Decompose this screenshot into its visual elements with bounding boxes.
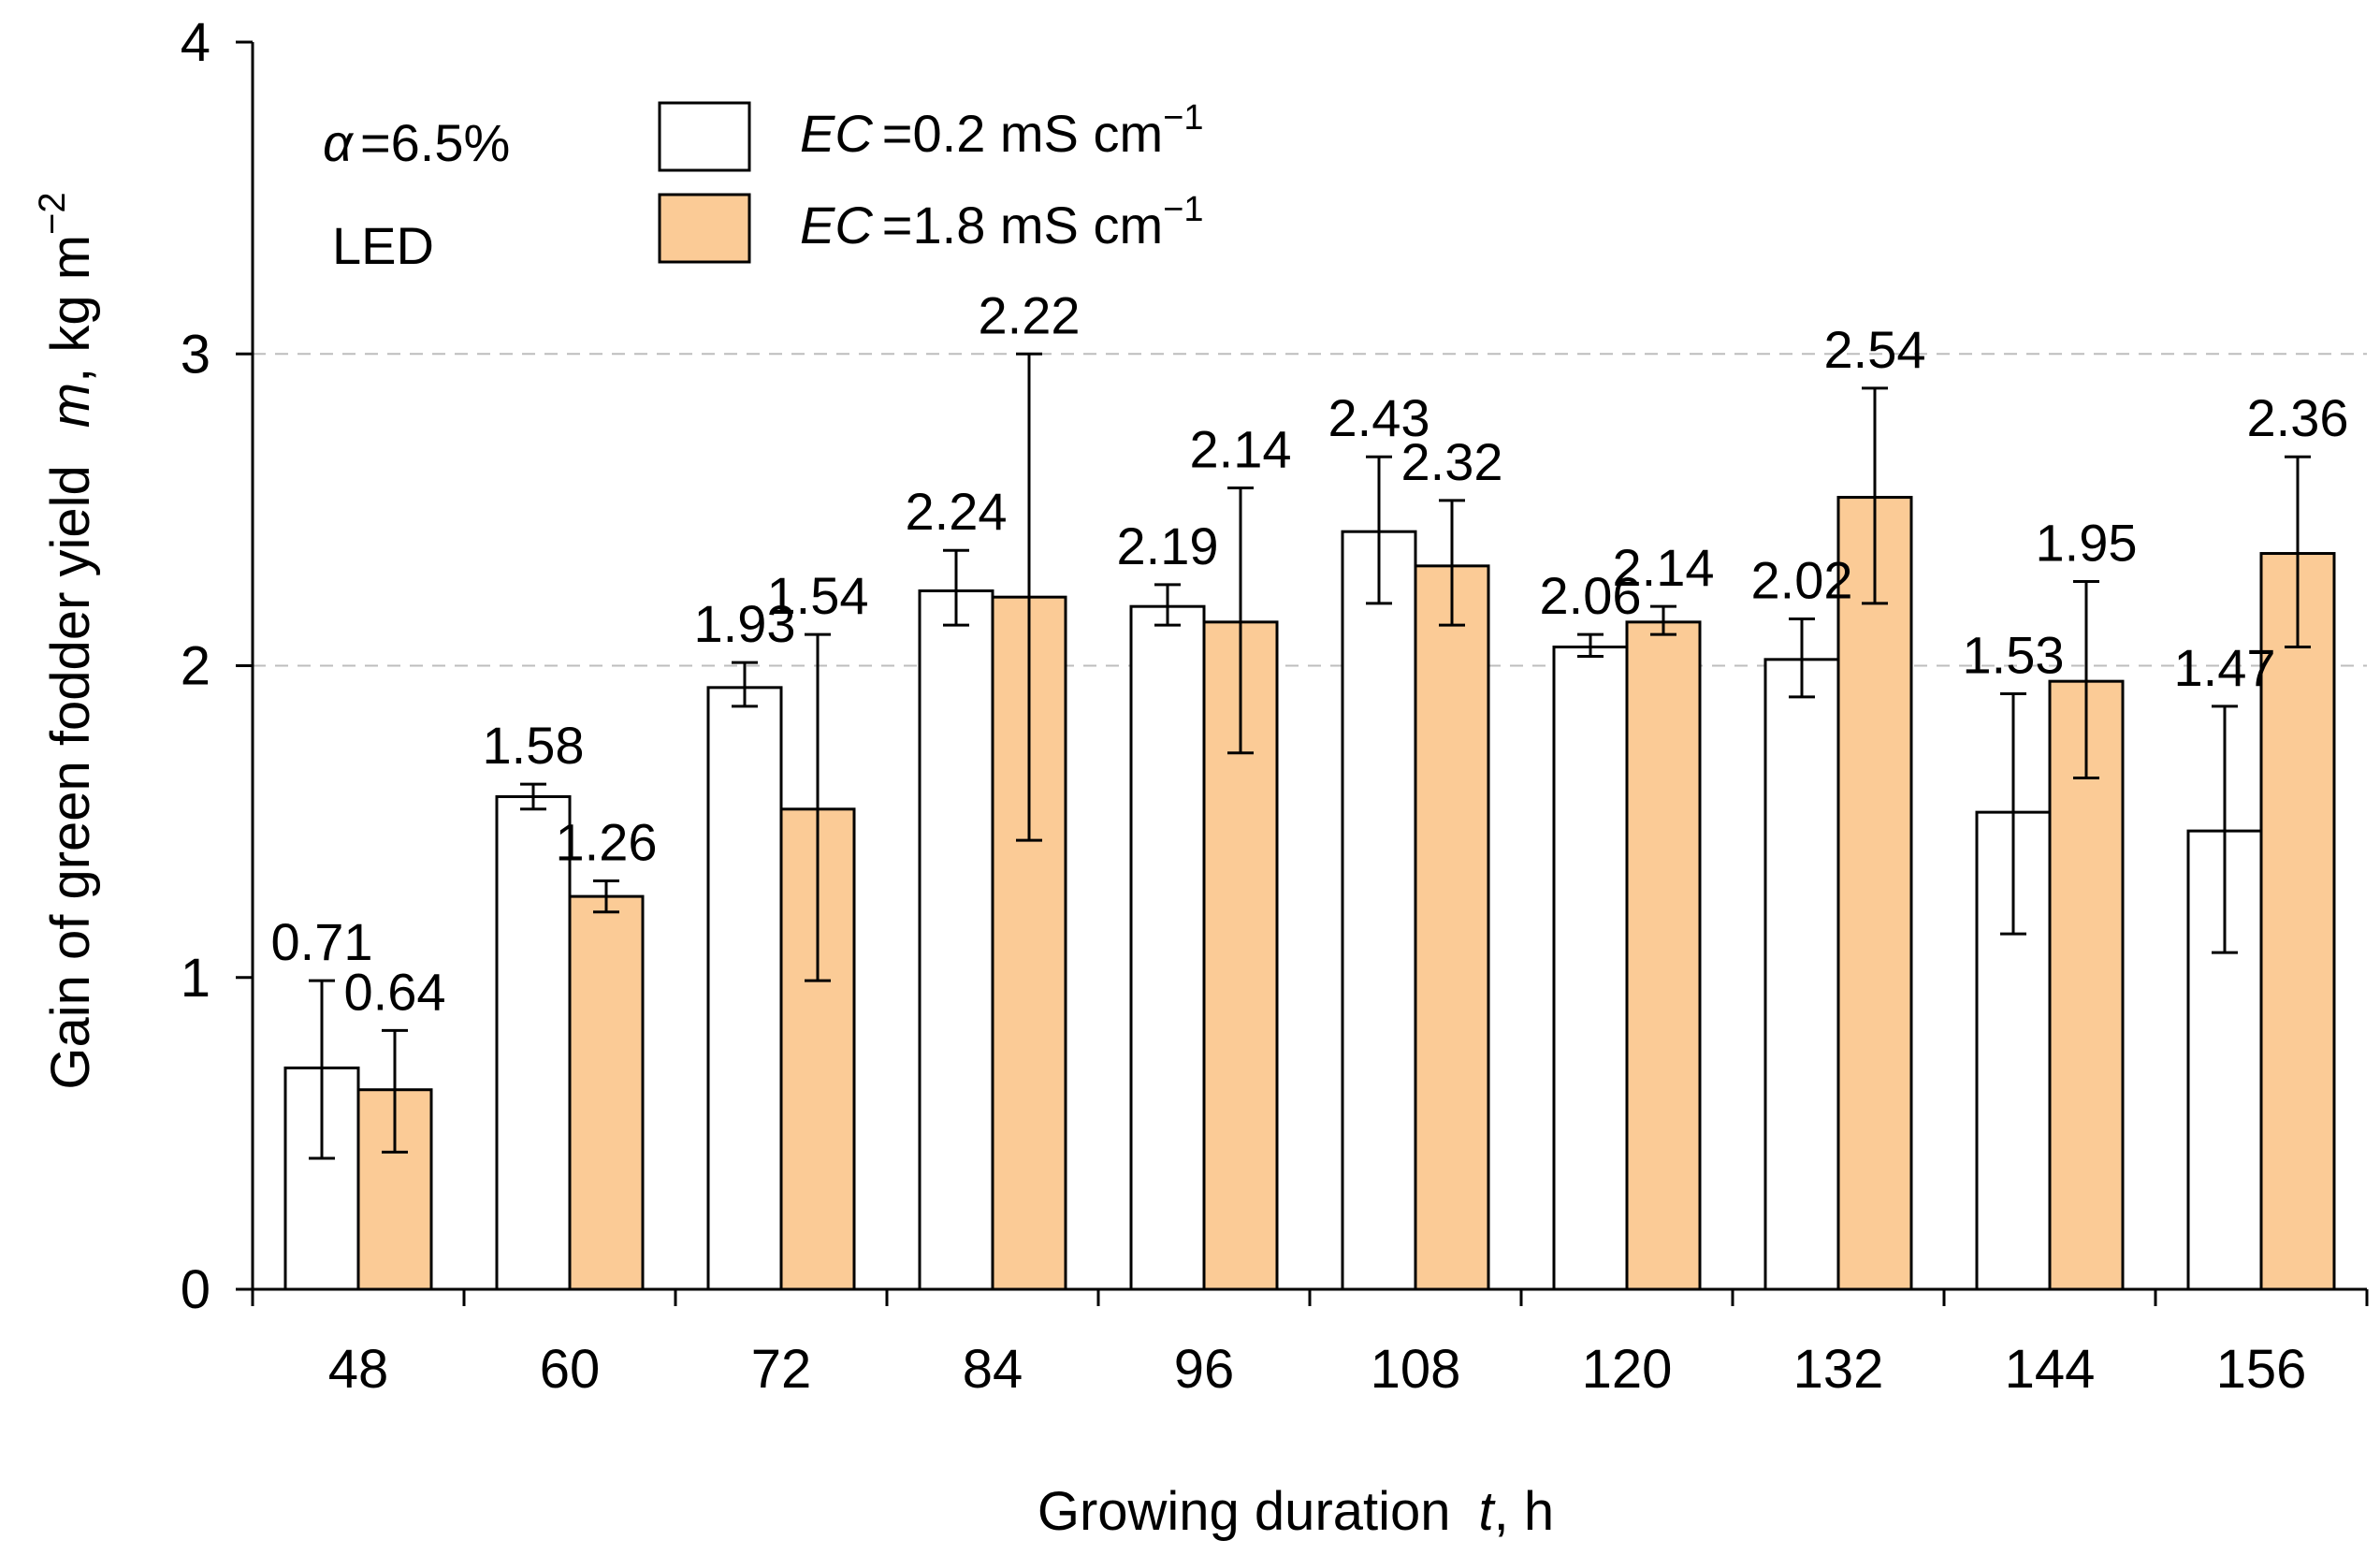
y-tick-label: 2: [181, 636, 210, 697]
bars: [283, 352, 2336, 1291]
bar: [1763, 658, 1840, 1291]
bar: [2259, 552, 2336, 1291]
bar: [356, 1088, 433, 1291]
data-label: 1.47: [2174, 638, 2276, 697]
data-label: 2.14: [1613, 538, 1715, 597]
data-label: 1.26: [556, 812, 658, 871]
x-tick-label: 144: [2005, 1339, 2096, 1400]
legend: EC =0.2 mS cm−1 EC =1.8 mS cm−1: [658, 98, 1203, 264]
data-label: 2.02: [1751, 551, 1853, 610]
data-label: 1.93: [694, 594, 796, 653]
bar: [1414, 564, 1490, 1291]
led-annotation: LED: [332, 216, 434, 275]
legend-swatch-series-2: [658, 193, 751, 264]
x-tick-label: 120: [1582, 1339, 1673, 1400]
data-label: 0.64: [344, 962, 446, 1021]
bar: [706, 686, 783, 1291]
legend-label-series-1: EC =0.2 mS cm−1: [800, 98, 1203, 163]
data-label: 1.58: [483, 716, 585, 775]
alpha-symbol: α: [323, 113, 355, 172]
alpha-value: =6.5%: [360, 113, 510, 172]
y-axis-title: Gain of green fodder yieldm, kg m−2: [32, 192, 101, 1089]
data-label: 2.24: [906, 482, 1008, 541]
y-tick-label: 3: [181, 324, 210, 385]
x-tick-label: 48: [328, 1339, 389, 1400]
bar: [1552, 646, 1629, 1291]
x-tick-label: 84: [963, 1339, 1023, 1400]
y-tick-label: 0: [181, 1259, 210, 1320]
data-label: 2.14: [1190, 420, 1292, 479]
data-label: 1.54: [767, 566, 869, 625]
y-tick-label: 1: [181, 948, 210, 1009]
bar: [1625, 620, 1702, 1291]
data-label: 2.06: [1540, 566, 1642, 625]
data-label: 2.43: [1328, 388, 1430, 447]
x-tick-label: 108: [1371, 1339, 1461, 1400]
alpha-annotation: α =6.5%: [323, 113, 510, 172]
data-label: 2.36: [2247, 388, 2349, 447]
data-label: 0.71: [271, 912, 373, 971]
legend-label-series-2: EC =1.8 mS cm−1: [800, 190, 1203, 254]
x-tick-label: 156: [2216, 1339, 2307, 1400]
x-axis-title: Growing duration t, h: [1038, 1481, 1554, 1542]
value-labels: 0.71 1.58 1.93 2.24 2.19 2.43 2.06 2.02 1.53 1.47…: [271, 285, 2349, 1021]
bar: [1341, 530, 1417, 1291]
x-tick-label: 72: [751, 1339, 812, 1400]
x-tick-label: 60: [540, 1339, 601, 1400]
bar: [1129, 604, 1206, 1291]
bar: [1836, 496, 1913, 1291]
legend-swatch-series-1: [658, 101, 751, 172]
axes: 0 1 2 3 4 48 60 72 84 96 108 120 132 144 156: [181, 12, 2369, 1400]
data-label: 2.19: [1117, 516, 1219, 575]
bar: [918, 589, 994, 1291]
x-tick-label: 132: [1793, 1339, 1884, 1400]
y-tick-label: 4: [181, 12, 210, 73]
data-label: 2.22: [979, 285, 1081, 344]
bar: [568, 894, 645, 1291]
grid-lines: [253, 353, 2367, 667]
data-label: 1.53: [1963, 625, 2065, 684]
data-label: 1.95: [2036, 514, 2138, 573]
data-label: 2.32: [1401, 432, 1503, 491]
x-tick-label: 96: [1174, 1339, 1235, 1400]
data-label: 2.54: [1824, 320, 1926, 379]
